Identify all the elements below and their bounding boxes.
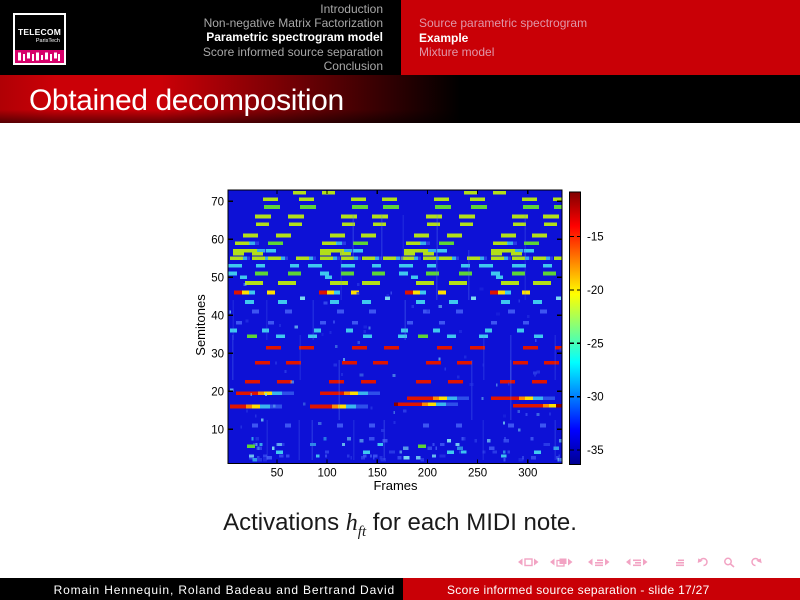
- svg-text:20: 20: [211, 386, 224, 398]
- svg-text:300: 300: [518, 468, 537, 480]
- svg-text:-20: -20: [587, 285, 604, 297]
- svg-text:30: 30: [211, 348, 224, 360]
- svg-text:Frames: Frames: [373, 478, 418, 493]
- svg-text:-15: -15: [587, 232, 604, 244]
- svg-text:50: 50: [271, 468, 284, 480]
- svg-text:60: 60: [211, 234, 224, 246]
- svg-text:-35: -35: [587, 445, 604, 457]
- svg-text:150: 150: [368, 468, 387, 480]
- svg-text:70: 70: [211, 196, 224, 208]
- svg-text:40: 40: [211, 310, 224, 322]
- svg-text:-25: -25: [587, 338, 604, 350]
- svg-text:250: 250: [468, 468, 487, 480]
- svg-text:200: 200: [418, 468, 437, 480]
- svg-text:Semitones: Semitones: [193, 294, 208, 356]
- svg-text:100: 100: [318, 468, 337, 480]
- svg-text:-30: -30: [587, 392, 604, 404]
- svg-text:50: 50: [211, 272, 224, 284]
- svg-text:10: 10: [211, 424, 224, 436]
